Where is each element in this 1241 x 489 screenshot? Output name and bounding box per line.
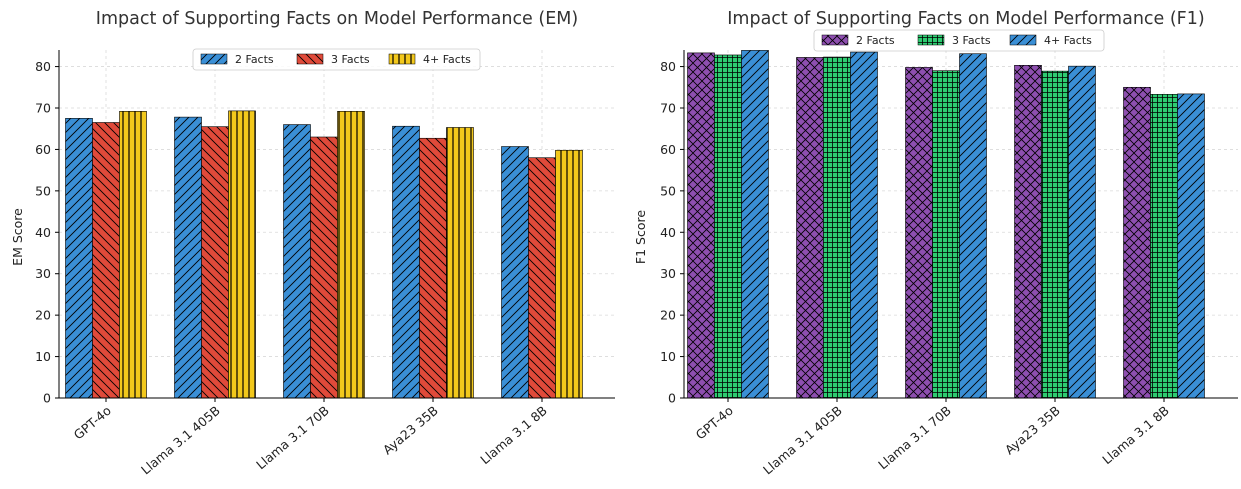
y-tick-label: 0 — [43, 391, 51, 406]
x-tick-label: Llama 3.1 70B — [253, 403, 332, 473]
y-ticks: 0 10 20 30 40 50 60 70 80 — [35, 59, 59, 406]
bar — [1150, 94, 1178, 399]
legend-item: 3 Facts — [917, 34, 991, 47]
legend-label: 4+ Facts — [423, 53, 471, 66]
y-tick-label: 10 — [660, 349, 676, 364]
y-tick-label: 80 — [35, 59, 51, 74]
legend-item: 4+ Facts — [1009, 34, 1092, 47]
bar — [932, 70, 960, 399]
chart-title: Impact of Supporting Facts on Model Perf… — [727, 9, 1204, 29]
bar — [1123, 86, 1151, 399]
bar — [823, 56, 851, 399]
legend: 2 Facts 3 Facts 4+ Facts — [813, 29, 1105, 52]
y-tick-label: 60 — [35, 142, 51, 157]
bar — [741, 50, 769, 399]
bar — [119, 111, 147, 399]
x-tick-label: Aya23 35B — [1002, 403, 1063, 458]
bar — [1177, 93, 1205, 399]
legend-item: 2 Facts — [200, 53, 274, 66]
em-chart: Impact of Supporting Facts on Model Perf… — [10, 9, 615, 477]
y-tick-label: 10 — [35, 349, 51, 364]
y-tick-label: 70 — [35, 101, 51, 116]
x-tick-label: GPT-4o — [693, 403, 736, 443]
legend-item: 3 Facts — [296, 53, 370, 66]
bar — [687, 52, 715, 399]
bar — [419, 137, 447, 399]
bar — [501, 146, 529, 399]
y-tick-label: 50 — [660, 183, 676, 198]
f1-chart: Impact of Supporting Facts on Model Perf… — [633, 9, 1238, 477]
bars — [687, 50, 1205, 399]
bar — [392, 125, 420, 399]
x-tick-label: Llama 3.1 405B — [138, 403, 223, 478]
chart-title: Impact of Supporting Facts on Model Perf… — [96, 9, 578, 29]
y-tick-label: 0 — [668, 391, 676, 406]
bar — [1014, 65, 1042, 399]
legend-item: 2 Facts — [821, 34, 895, 47]
bar — [201, 126, 229, 399]
bar — [337, 111, 365, 399]
y-tick-label: 20 — [660, 308, 676, 323]
legend-label: 4+ Facts — [1044, 34, 1092, 47]
bar — [528, 157, 556, 399]
x-ticks: GPT-4o Llama 3.1 405B Llama 3.1 70B Aya23 3… — [71, 398, 550, 477]
bar — [1068, 65, 1096, 399]
legend-label: 2 Facts — [856, 34, 895, 47]
bar — [1041, 70, 1069, 399]
y-axis-label: EM Score — [10, 208, 25, 266]
x-ticks: GPT-4o Llama 3.1 405B Llama 3.1 70B Aya23 3… — [693, 398, 1172, 477]
y-tick-label: 30 — [35, 266, 51, 281]
legend-swatch — [200, 53, 228, 65]
x-tick-label: GPT-4o — [71, 403, 114, 443]
x-tick-label: Llama 3.1 8B — [1099, 403, 1172, 467]
bar — [714, 54, 742, 399]
y-tick-label: 40 — [35, 225, 51, 240]
y-tick-label: 40 — [660, 225, 676, 240]
y-tick-label: 80 — [660, 59, 676, 74]
legend-swatch — [821, 34, 849, 46]
y-tick-label: 30 — [660, 266, 676, 281]
legend-item: 4+ Facts — [388, 53, 471, 66]
legend: 2 Facts 3 Facts 4+ Facts — [192, 48, 481, 71]
bar — [959, 53, 987, 399]
bar — [310, 136, 338, 399]
y-tick-label: 60 — [660, 142, 676, 157]
y-ticks: 0 10 20 30 40 50 60 70 80 — [660, 59, 684, 406]
bar — [905, 67, 933, 399]
legend-swatch — [388, 53, 416, 65]
legend-label: 2 Facts — [235, 53, 274, 66]
bar — [174, 116, 202, 399]
bar — [446, 127, 474, 399]
x-tick-label: Aya23 35B — [380, 403, 441, 458]
legend-swatch — [296, 53, 324, 65]
y-tick-label: 50 — [35, 183, 51, 198]
legend-label: 3 Facts — [952, 34, 991, 47]
bar — [283, 124, 311, 399]
x-tick-label: Llama 3.1 8B — [477, 403, 550, 467]
legend-swatch — [1009, 34, 1037, 46]
bar — [92, 122, 120, 399]
y-tick-label: 70 — [660, 101, 676, 116]
y-tick-label: 20 — [35, 308, 51, 323]
y-axis-label: F1 Score — [633, 210, 648, 264]
legend-label: 3 Facts — [331, 53, 370, 66]
bar — [65, 118, 93, 399]
bar — [555, 149, 583, 399]
legend-swatch — [917, 34, 945, 46]
x-tick-label: Llama 3.1 405B — [760, 403, 845, 478]
x-tick-label: Llama 3.1 70B — [875, 403, 954, 473]
bar — [228, 110, 256, 399]
bar — [850, 51, 878, 399]
bars — [65, 110, 583, 399]
bar — [796, 57, 824, 399]
